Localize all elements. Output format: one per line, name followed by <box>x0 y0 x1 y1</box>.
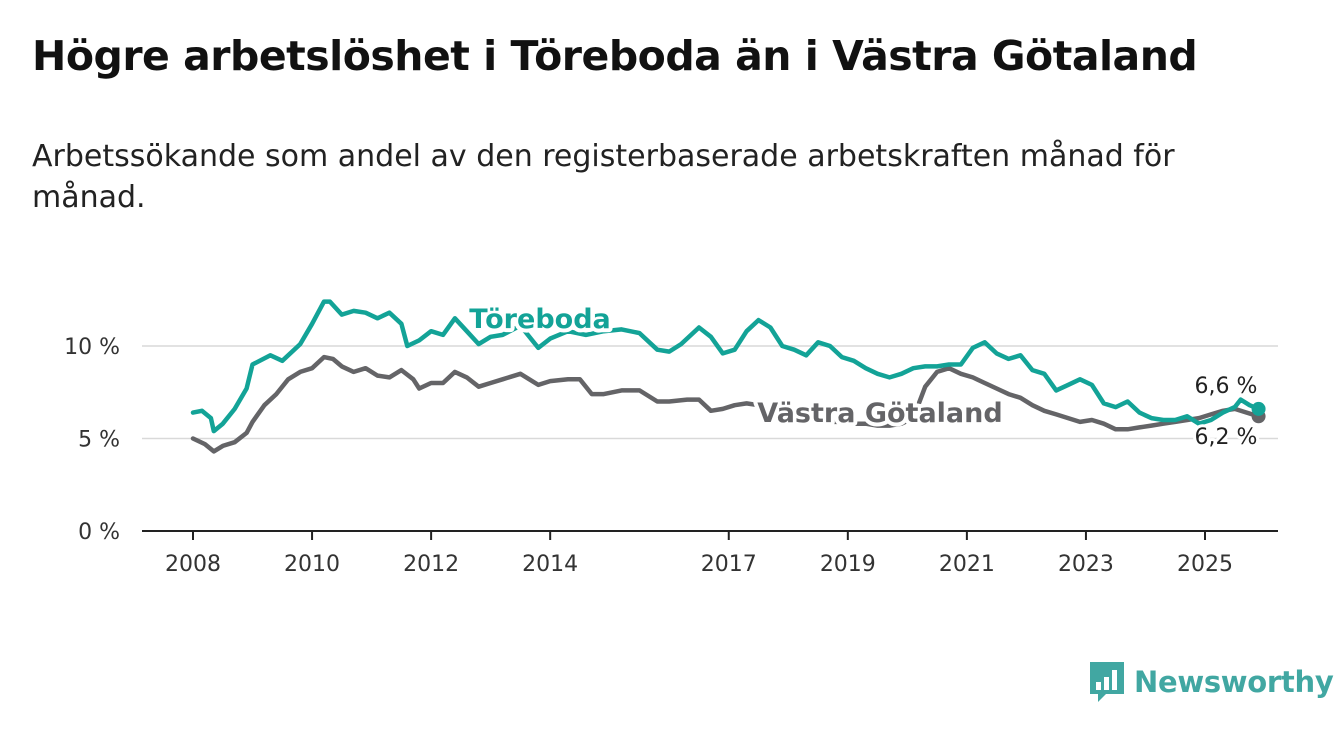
x-tick-label: 2025 <box>1177 552 1233 577</box>
series-line-1 <box>190 354 1261 454</box>
end-value-halo: 6,2 % <box>1195 425 1258 450</box>
end-value-label: 6,2 % <box>1195 425 1258 450</box>
y-axis-tick-labels: 0 % 5 % 10 % <box>64 335 120 545</box>
series-line-0 <box>190 299 1261 434</box>
series-name-label: Västra Götaland <box>757 398 1002 429</box>
series-name-halo: Västra Götaland <box>757 398 1002 429</box>
x-tick-label: 2010 <box>284 552 340 577</box>
chart-title: Högre arbetslöshet i Töreboda än i Västr… <box>32 32 1198 80</box>
series-lines <box>190 299 1266 454</box>
x-tick-label: 2023 <box>1058 552 1114 577</box>
end-value-halo: 6,6 % <box>1195 374 1258 399</box>
bar-chart-flag-icon <box>1090 662 1124 702</box>
x-axis: 2008 2010 2012 2014 2017 2019 2021 2023 2025 <box>142 530 1278 577</box>
y-tick-label: 0 % <box>78 520 120 545</box>
y-tick-label: 5 % <box>78 428 120 453</box>
x-tick-label: 2017 <box>701 552 757 577</box>
newsworthy-logo: Newsworthy <box>1088 660 1334 704</box>
x-tick-label: 2019 <box>820 552 876 577</box>
x-tick-label: 2012 <box>403 552 459 577</box>
y-tick-label: 10 % <box>64 335 120 360</box>
series-name-halo: Töreboda <box>469 304 611 335</box>
end-value-label: 6,6 % <box>1195 374 1258 399</box>
chart-subtitle: Arbetssökande som andel av den registerb… <box>32 139 1175 215</box>
x-tick-label: 2008 <box>165 552 221 577</box>
gridlines <box>142 345 1278 440</box>
x-tick-label: 2014 <box>522 552 578 577</box>
x-tick-label: 2021 <box>939 552 995 577</box>
series-name-label: Töreboda <box>469 304 611 335</box>
brand-name: Newsworthy <box>1134 665 1334 699</box>
series-end-point-0 <box>1251 401 1266 416</box>
